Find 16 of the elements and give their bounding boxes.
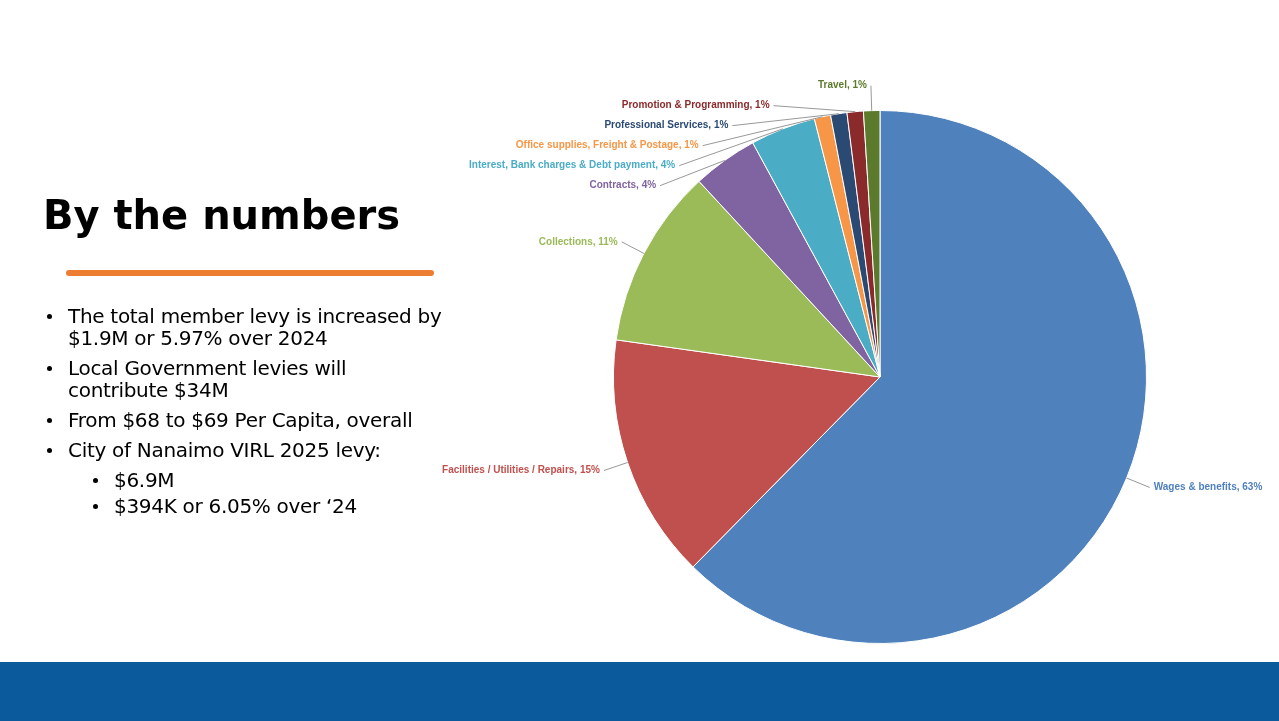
- slice-label: Professional Services, 1%: [604, 119, 729, 131]
- text: From $68 to $69 Per Capita, overall: [67, 408, 414, 432]
- text: By the numbers: [43, 192, 401, 238]
- slice-label: Wages & benefits, 63%: [1153, 481, 1263, 493]
- slice-label: Travel, 1%: [818, 79, 868, 91]
- text: Local Government levies will contribute $34M: [67, 356, 348, 402]
- slice-label: Contracts, 4%: [589, 179, 657, 191]
- text: The total member levy is increased by $1.9M or 5.97% over 2024: [67, 304, 443, 350]
- text: City of Nanaimo VIRL 2025 levy:: [67, 438, 382, 462]
- slice-label: Collections, 11%: [538, 235, 618, 247]
- slice-label: Facilities / Utilities / Repairs, 15%: [442, 464, 601, 476]
- slice-label: Office supplies, Freight & Postage, 1%: [515, 139, 699, 151]
- slice-label: Interest, Bank charges & Debt payment, 4%: [469, 159, 676, 171]
- text: $6.9M: [113, 468, 176, 492]
- text: $394K or 6.05% over ‘24: [113, 494, 358, 518]
- slice-label: Promotion & Programming, 1%: [621, 99, 770, 111]
